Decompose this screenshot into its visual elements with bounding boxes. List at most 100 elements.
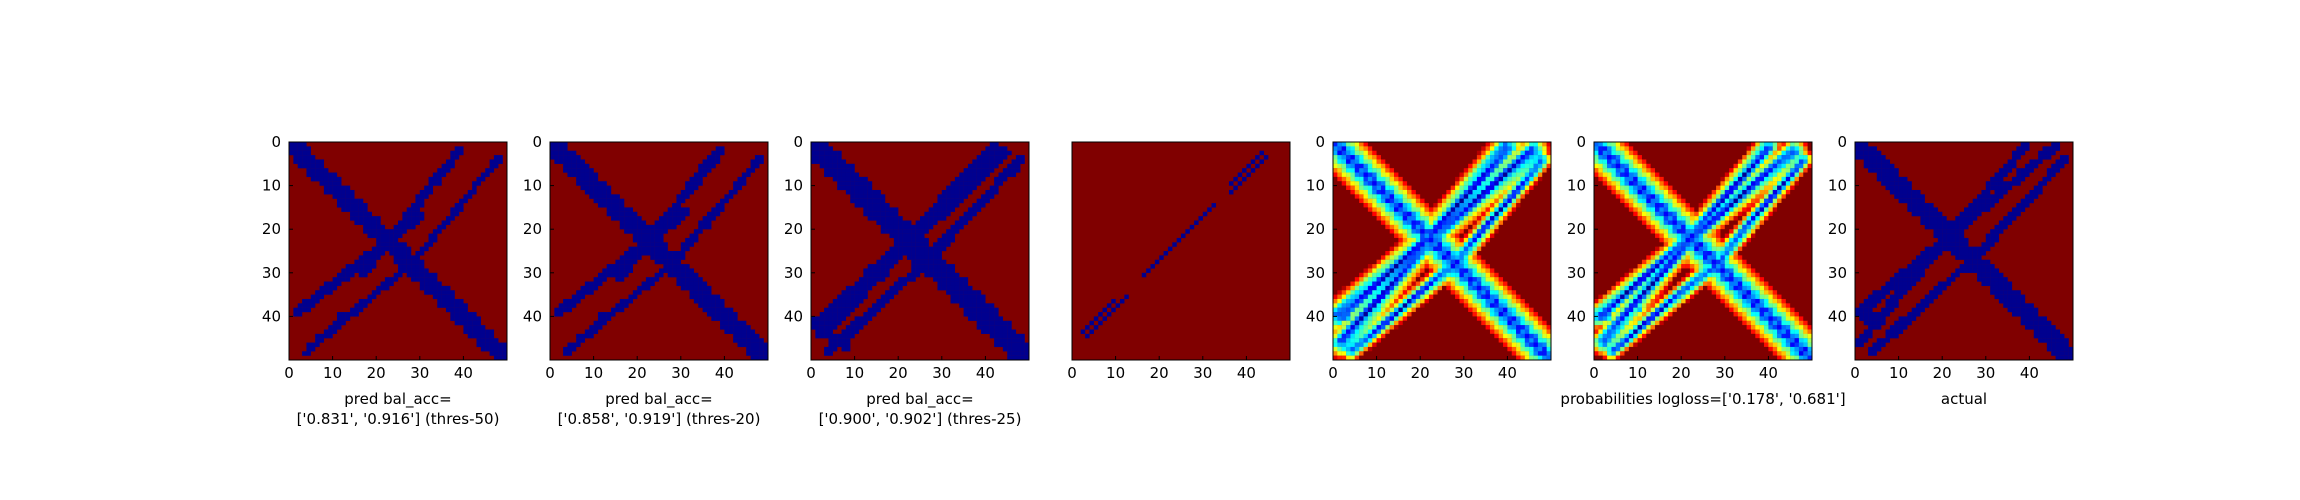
heatmap-cell: [1433, 142, 1438, 147]
heatmap-cell: [1389, 351, 1395, 356]
heatmap-cell: [685, 194, 690, 199]
heatmap-cell: [1350, 333, 1355, 339]
heatmap-cell: [1489, 251, 1495, 256]
heatmap-cell: [1407, 325, 1412, 330]
heatmap-cell: [624, 268, 629, 273]
heatmap-cell: [1350, 142, 1355, 147]
heatmap-cell: [1459, 268, 1464, 273]
heatmap-cell: [1359, 351, 1364, 356]
heatmap-cell: [1494, 220, 1499, 225]
heatmap-cell: [832, 172, 838, 178]
heatmap-cell: [819, 150, 825, 156]
heatmap-cell: [1798, 168, 1804, 173]
heatmap-cell: [437, 224, 442, 230]
heatmap-cell: [1489, 168, 1495, 173]
heatmap-cell: [1333, 272, 1338, 278]
heatmap-cell: [1694, 168, 1699, 173]
heatmap-cell: [1407, 185, 1412, 191]
heatmap-cell: [1350, 351, 1355, 356]
heatmap-cell: [845, 329, 851, 334]
heatmap-cell: [1520, 355, 1525, 361]
heatmap-cell: [1724, 176, 1730, 182]
heatmap-cell: [985, 312, 990, 317]
heatmap-cell: [1385, 307, 1390, 313]
heatmap-cell: [1354, 155, 1360, 160]
heatmap-cell: [1433, 342, 1438, 348]
heatmap-cell: [1424, 338, 1430, 343]
heatmap-cell: [1398, 303, 1403, 308]
heatmap-cell: [1376, 155, 1382, 160]
heatmap-cell: [1442, 189, 1447, 195]
heatmap-cell: [358, 264, 364, 269]
heatmap-cell: [937, 272, 942, 278]
heatmap-cell: [1428, 237, 1434, 243]
heatmap-cell: [1663, 146, 1669, 151]
heatmap-cell: [698, 163, 703, 169]
heatmap-cell: [1533, 146, 1539, 151]
heatmap-cell: [1481, 290, 1486, 295]
heatmap-cell: [1459, 285, 1464, 291]
x-tick-label: 0: [1067, 364, 1077, 382]
heatmap-cell: [1615, 168, 1621, 173]
heatmap-cell: [567, 150, 572, 156]
heatmap-cell: [1772, 155, 1778, 160]
heatmap-cell: [332, 185, 338, 191]
heatmap-cell: [928, 268, 934, 273]
heatmap-cell: [676, 194, 681, 199]
heatmap-cell: [1363, 176, 1369, 182]
x-tick-label: 0: [545, 364, 555, 382]
heatmap-cell: [1420, 268, 1425, 273]
heatmap-cell: [1720, 159, 1725, 164]
heatmap-cell: [1476, 229, 1482, 234]
heatmap-cell: [1685, 176, 1691, 182]
heatmap-cell: [989, 333, 995, 339]
heatmap-cell: [1503, 229, 1508, 234]
heatmap-cell: [1450, 355, 1456, 361]
heatmap-cell: [1485, 285, 1491, 291]
heatmap-cell: [1546, 307, 1552, 313]
heatmap-cell: [310, 172, 316, 178]
heatmap-cell: [933, 220, 938, 225]
heatmap-cell: [1511, 277, 1517, 282]
heatmap-cell: [981, 312, 986, 317]
heatmap-cell: [911, 272, 916, 278]
heatmap-cell: [750, 346, 756, 352]
heatmap-cell: [693, 272, 699, 278]
heatmap-cell: [1476, 194, 1482, 199]
x-tick-label: 10: [323, 364, 342, 382]
heatmap-cell: [872, 194, 877, 199]
heatmap-cell: [893, 216, 899, 221]
heatmap-cell: [1472, 155, 1478, 160]
heatmap-cell: [1637, 168, 1643, 173]
heatmap-cell: [698, 224, 703, 230]
heatmap-cell: [1768, 176, 1773, 182]
heatmap-cell: [1394, 150, 1399, 156]
heatmap-cell: [1372, 346, 1377, 352]
heatmap-cell: [1424, 155, 1430, 160]
heatmap-cell: [698, 277, 703, 282]
heatmap-cell: [1446, 285, 1451, 291]
heatmap-cell: [1398, 251, 1403, 256]
heatmap-cell: [1524, 333, 1530, 339]
heatmap-cell: [1354, 303, 1360, 308]
heatmap-cell: [867, 207, 873, 212]
heatmap-cell: [1733, 146, 1739, 151]
heatmap-cell: [1646, 176, 1651, 182]
heatmap-cell: [1615, 172, 1621, 178]
heatmap-cell: [1398, 281, 1403, 287]
heatmap-cell: [728, 316, 734, 321]
heatmap-cell: [350, 203, 355, 208]
heatmap-cell: [1598, 142, 1603, 147]
heatmap-cell: [1476, 264, 1482, 269]
heatmap-cell: [693, 185, 699, 191]
heatmap-cell: [1459, 233, 1464, 239]
heatmap-cell: [1337, 333, 1342, 339]
heatmap-cell: [1363, 268, 1369, 273]
heatmap-cell: [885, 220, 890, 225]
heatmap-cell: [1394, 172, 1399, 178]
heatmap-cell: [1376, 146, 1382, 151]
heatmap-cell: [580, 338, 586, 343]
heatmap-cell: [1542, 203, 1547, 208]
heatmap-cell: [994, 316, 999, 321]
heatmap-cell: [837, 303, 842, 308]
